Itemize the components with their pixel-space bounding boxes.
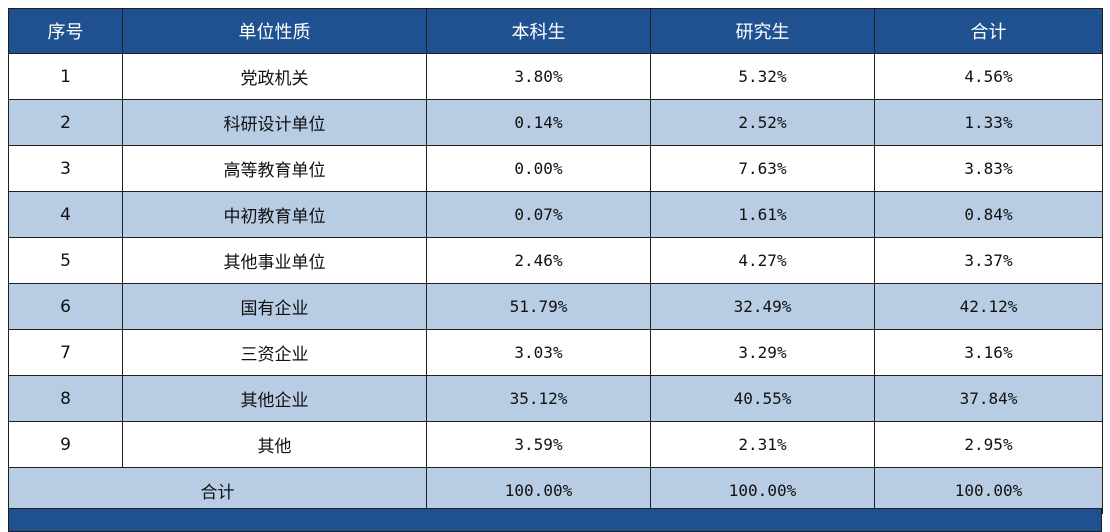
row-undergrad: 0.14% — [426, 99, 651, 146]
table-header-row: 序号 单位性质 本科生 研究生 合计 — [8, 8, 1103, 54]
row-index: 6 — [8, 283, 123, 330]
row-index: 2 — [8, 99, 123, 146]
row-undergrad: 3.80% — [426, 53, 651, 100]
row-index: 4 — [8, 191, 123, 238]
row-graduate: 1.61% — [650, 191, 875, 238]
row-undergrad: 35.12% — [426, 375, 651, 422]
row-undergrad: 51.79% — [426, 283, 651, 330]
summary-graduate: 100.00% — [650, 467, 875, 514]
header-unit-type: 单位性质 — [122, 8, 427, 54]
table-row: 2 科研设计单位 0.14% 2.52% 1.33% — [8, 99, 1103, 146]
row-total: 37.84% — [874, 375, 1103, 422]
header-total: 合计 — [874, 8, 1103, 54]
summary-total: 100.00% — [874, 467, 1103, 514]
employment-table: 序号 单位性质 本科生 研究生 合计 1 党政机关 3.80% 5.32% 4.… — [8, 8, 1103, 514]
row-total: 3.16% — [874, 329, 1103, 376]
summary-row: 合计 100.00% 100.00% 100.00% — [8, 467, 1103, 514]
row-total: 1.33% — [874, 99, 1103, 146]
row-graduate: 7.63% — [650, 145, 875, 192]
row-index: 8 — [8, 375, 123, 422]
footer-bar — [8, 508, 1102, 532]
row-graduate: 40.55% — [650, 375, 875, 422]
header-graduate: 研究生 — [650, 8, 875, 54]
row-index: 7 — [8, 329, 123, 376]
row-unit: 中初教育单位 — [122, 191, 427, 238]
table-row: 8 其他企业 35.12% 40.55% 37.84% — [8, 375, 1103, 422]
row-unit: 党政机关 — [122, 53, 427, 100]
row-total: 42.12% — [874, 283, 1103, 330]
row-graduate: 2.31% — [650, 421, 875, 468]
row-graduate: 32.49% — [650, 283, 875, 330]
row-graduate: 3.29% — [650, 329, 875, 376]
row-undergrad: 3.59% — [426, 421, 651, 468]
row-unit: 科研设计单位 — [122, 99, 427, 146]
header-undergraduate: 本科生 — [426, 8, 651, 54]
row-undergrad: 2.46% — [426, 237, 651, 284]
row-unit: 其他事业单位 — [122, 237, 427, 284]
row-undergrad: 0.07% — [426, 191, 651, 238]
row-total: 3.83% — [874, 145, 1103, 192]
row-total: 0.84% — [874, 191, 1103, 238]
row-graduate: 5.32% — [650, 53, 875, 100]
row-index: 3 — [8, 145, 123, 192]
row-total: 2.95% — [874, 421, 1103, 468]
row-undergrad: 3.03% — [426, 329, 651, 376]
row-index: 9 — [8, 421, 123, 468]
summary-label: 合计 — [8, 467, 427, 514]
table-row: 4 中初教育单位 0.07% 1.61% 0.84% — [8, 191, 1103, 238]
row-unit: 其他 — [122, 421, 427, 468]
row-total: 3.37% — [874, 237, 1103, 284]
row-unit: 其他企业 — [122, 375, 427, 422]
row-unit: 高等教育单位 — [122, 145, 427, 192]
table-row: 3 高等教育单位 0.00% 7.63% 3.83% — [8, 145, 1103, 192]
header-index: 序号 — [8, 8, 123, 54]
row-unit: 国有企业 — [122, 283, 427, 330]
summary-undergrad: 100.00% — [426, 467, 651, 514]
table-row: 9 其他 3.59% 2.31% 2.95% — [8, 421, 1103, 468]
row-unit: 三资企业 — [122, 329, 427, 376]
row-total: 4.56% — [874, 53, 1103, 100]
row-graduate: 2.52% — [650, 99, 875, 146]
table-row: 5 其他事业单位 2.46% 4.27% 3.37% — [8, 237, 1103, 284]
row-index: 1 — [8, 53, 123, 100]
table-row: 6 国有企业 51.79% 32.49% 42.12% — [8, 283, 1103, 330]
row-undergrad: 0.00% — [426, 145, 651, 192]
table-row: 1 党政机关 3.80% 5.32% 4.56% — [8, 53, 1103, 100]
table-row: 7 三资企业 3.03% 3.29% 3.16% — [8, 329, 1103, 376]
row-index: 5 — [8, 237, 123, 284]
row-graduate: 4.27% — [650, 237, 875, 284]
